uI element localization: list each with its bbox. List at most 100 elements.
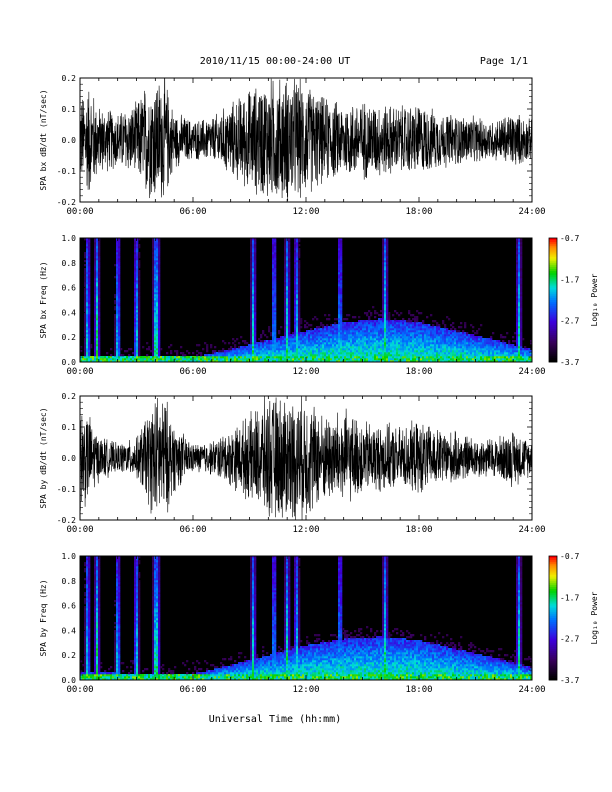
spectrogram-cell [338,262,341,265]
spectrogram-cell [300,340,303,343]
spectrogram-cell [450,336,453,339]
spectrogram-cell [82,674,85,677]
spectrogram-cell [340,250,343,253]
spectrogram-cell [468,344,471,347]
spectrogram-cell [336,356,339,359]
spectrogram-cell [270,352,273,355]
spectrogram-cell [394,336,397,339]
spectrogram-cell [294,348,297,351]
spectrogram-cell [360,338,363,341]
spectrogram-cell [362,336,365,339]
spectrogram-cell [384,264,387,267]
spectrogram-cell [94,318,97,321]
spectrogram-cell [514,352,517,355]
panels-group: 00:00 06:00 12:00 18:00 24:000.20.10.0-0.1-0… [39,74,599,695]
spectrogram-cell [416,350,419,353]
spectrogram-cell [358,330,361,333]
spectrogram-cell [424,344,427,347]
spectrogram-cell [442,330,445,333]
spectrogram-cell [488,344,491,347]
spectrogram-cell [206,348,209,351]
spectrogram-cell [518,280,521,283]
spectrogram-cell [466,336,469,339]
spectrogram-cell [274,256,277,259]
spectrogram-cell [388,312,391,315]
spectrogram-cell [484,354,487,357]
spectrogram-cell [286,250,289,253]
spectrogram-cell [516,312,519,315]
spectrogram-cell [296,244,299,247]
spectrogram-cell [446,360,449,363]
spectrogram-cell [286,320,289,323]
spectrogram-cell [382,310,385,313]
spectrogram-cell [472,358,475,361]
spectrogram-cell [308,352,311,355]
spectrogram-cell [216,356,219,359]
spectrogram-cell [398,334,401,337]
spectrogram-cell [206,360,209,363]
spectrogram-cell [278,352,281,355]
spectrogram-cell [412,324,415,327]
spectrogram-cell [84,350,87,353]
spectrogram-cell [258,346,261,349]
spectrogram-cell [178,360,181,363]
colorbar-tick-label: -3.7 [560,358,579,367]
spectrogram-cell [430,328,433,331]
spectrogram-cell [84,674,87,677]
spectrogram-cell [254,308,257,311]
spectrogram-cell [394,318,397,321]
spectrogram-cell [404,328,407,331]
spectrogram-cell [194,358,197,361]
spectrogram-cell [136,244,139,247]
spectrogram-cell [348,334,351,337]
spectrogram-cell [510,358,513,361]
spectrogram-cell [304,332,307,335]
spectrogram-cell [520,280,523,283]
spectrogram-cell [84,354,87,357]
spectrogram-cell [428,356,431,359]
spectrogram-cell [412,354,415,357]
spectrogram-cell [96,322,99,325]
spectrogram-cell [198,356,201,359]
spectrogram-cell [274,342,277,345]
spectrogram-cell [406,320,409,323]
colorbar-segment [549,353,557,357]
spectrogram-cell [304,348,307,351]
spectrogram-cell [406,360,409,363]
spectrogram-cell [310,338,313,341]
spectrogram-cell [294,290,297,293]
spectrogram-cell [368,352,371,355]
spectrogram-cell [458,338,461,341]
spectrogram-cell [158,300,161,303]
spectrogram-cell [88,238,91,241]
spectrogram-cell [508,346,511,349]
spectrogram-cell [430,330,433,333]
spectrogram-cell [384,308,387,311]
spectrogram-cell [254,354,257,357]
spectrogram-cell [88,336,91,339]
spectrogram-cell [252,262,255,265]
spectrogram-cell [340,258,343,261]
spectrogram-cell [428,360,431,363]
spectrogram-cell [330,346,333,349]
spectrogram-cell [510,352,513,355]
spectrogram-cell [300,318,303,321]
spectrogram-cell [96,350,99,353]
spectrogram-cell [282,346,285,349]
spectrogram-cell [464,346,467,349]
spectrogram-cell [312,346,315,349]
spectrogram-cell [302,346,305,349]
spectrogram-cell [472,350,475,353]
spectrogram-cell [360,348,363,351]
spectrogram-cell [396,354,399,357]
spectrogram-cell [288,308,291,311]
x-tick-label: 00:00 [66,525,93,535]
spectrogram-cell [334,332,337,335]
spectrogram-cell [86,352,89,355]
spectrogram-cell [206,346,209,349]
spectrogram-cell [274,336,277,339]
spectrogram-cell [134,334,137,337]
spectrogram-cell [254,264,257,267]
x-tick-label: 00:00 [66,207,93,217]
spectrogram-cell [464,344,467,347]
